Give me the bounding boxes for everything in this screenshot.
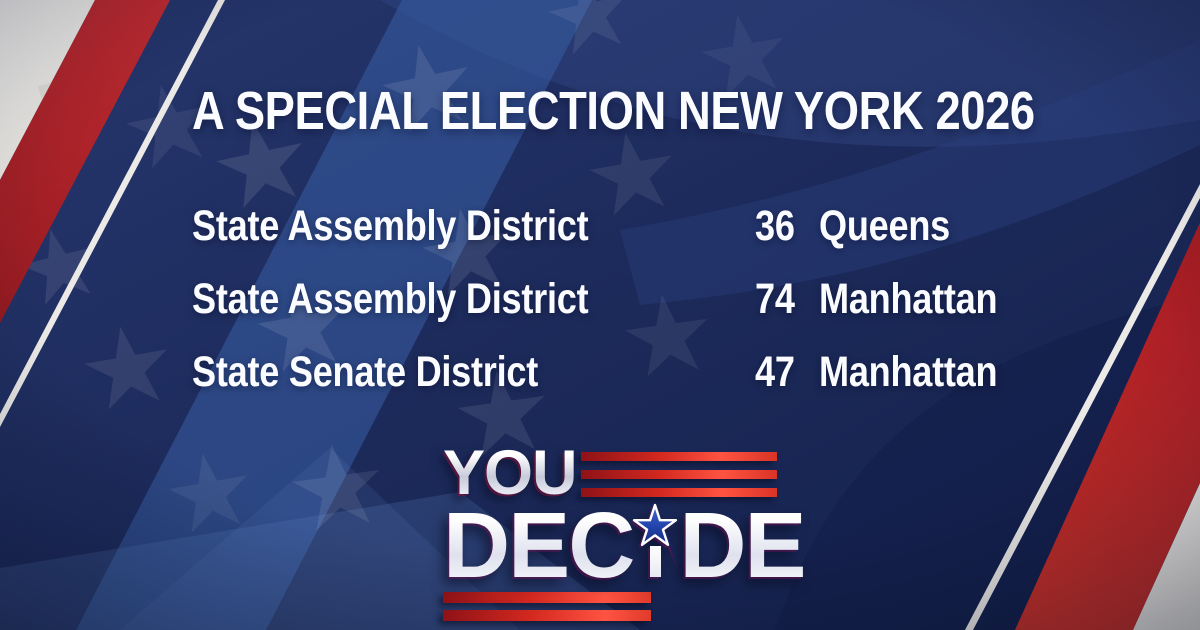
borough-name: Manhattan [819,274,998,323]
district-number: 47 [755,347,795,396]
logo-decide-before: DEC [443,493,635,597]
race-row: State Assembly District 74 Manhattan [192,262,1031,335]
district-number: 74 [755,274,795,323]
race-label: State Senate District [192,347,539,396]
logo-top-stripes [580,449,777,506]
logo-bottom-stripes [443,592,805,621]
logo-decide-after: DE [679,493,806,597]
logo-letter-i [633,503,681,577]
letter-i-stem [650,546,662,577]
red-stripe [580,470,777,479]
red-stripe [580,488,777,497]
logo-word-you: YOU [443,438,578,508]
race-list: State Assembly District 36 Queens State … [192,189,1031,408]
logo-word-decide: DEC DE [443,499,807,592]
race-row: State Senate District 47 Manhattan [192,335,1031,408]
borough-name: Manhattan [819,347,998,396]
race-label: State Assembly District [192,274,589,323]
headline: A SPECIAL ELECTION NEW YORK 2026 [192,81,1035,141]
race-row: State Assembly District 36 Queens [192,189,1031,262]
red-stripe [443,610,651,621]
star-icon [633,503,681,568]
borough-name: Queens [819,201,950,250]
red-stripe [580,452,777,461]
district-number: 36 [755,201,795,250]
logo-top-row: YOU [443,438,805,508]
red-stripe [443,592,651,603]
you-decide-logo: YOU DEC DE [443,438,807,628]
race-label: State Assembly District [192,201,589,250]
